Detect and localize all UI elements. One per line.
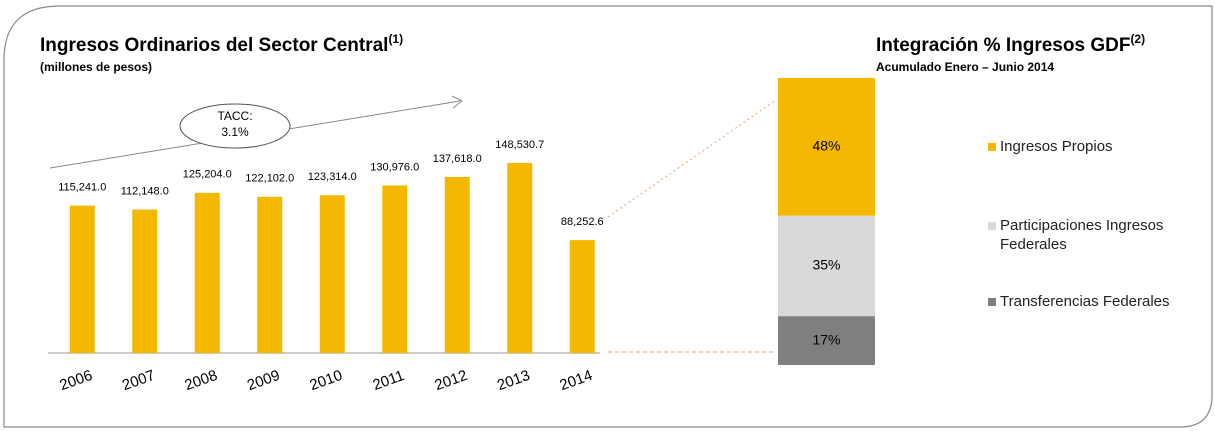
x-tick-label: 2011 — [371, 367, 407, 394]
bar — [507, 163, 533, 353]
chart-subtitle: (millones de pesos) — [40, 60, 152, 74]
data-label: 122,102.0 — [245, 173, 294, 185]
data-label: 112,148.0 — [121, 185, 169, 197]
data-label: 130,976.0 — [370, 161, 419, 173]
bar — [382, 185, 408, 353]
legend-entry: Participaciones Ingresos Federales — [988, 216, 1210, 254]
legend-swatch — [988, 222, 996, 230]
x-tick-label: 2012 — [432, 367, 469, 394]
legend-label: Participaciones Ingresos Federales — [1000, 217, 1164, 253]
annotation-bubble — [179, 103, 291, 149]
bar — [319, 195, 345, 353]
legend-swatch — [988, 143, 996, 151]
bar — [194, 192, 220, 353]
x-tick-label: 2013 — [495, 367, 532, 394]
connector — [607, 99, 777, 218]
legend-label: Ingresos Propios — [1000, 138, 1113, 155]
bar — [132, 209, 158, 353]
frame — [3, 5, 1213, 428]
data-label: 123,314.0 — [308, 171, 357, 183]
x-tick-label: 2008 — [182, 367, 219, 394]
x-tick-label: 2010 — [307, 367, 344, 394]
bar — [257, 196, 283, 353]
data-label: 48% — [812, 138, 840, 154]
bar-segment — [778, 215, 875, 317]
bar-segment — [778, 78, 875, 216]
bar — [569, 240, 595, 353]
legend-entry: Transferencias Federales — [988, 292, 1210, 311]
legend-label: Transferencias Federales — [1000, 293, 1170, 310]
x-tick-label: 2009 — [245, 367, 282, 394]
x-tick-label: 2014 — [557, 367, 594, 394]
x-tick-label: 2006 — [57, 367, 94, 394]
data-label: 35% — [812, 257, 840, 273]
data-label: 137,618.0 — [433, 153, 482, 165]
x-tick-label: 2007 — [120, 367, 157, 394]
bar — [69, 205, 95, 353]
annotation: 3.1% — [221, 125, 249, 139]
legend-entry: Ingresos Propios — [988, 137, 1210, 156]
data-label: 88,252.6 — [561, 216, 604, 228]
chart-subtitle: Acumulado Enero – Junio 2014 — [876, 60, 1054, 74]
chart-title: Ingresos Ordinarios del Sector Central(1… — [40, 32, 403, 56]
bar — [444, 176, 470, 353]
data-label: 17% — [812, 331, 840, 347]
bar-segment — [778, 316, 875, 365]
data-label: 148,530.7 — [495, 139, 544, 151]
data-label: 115,241.0 — [58, 181, 106, 193]
data-label: 125,204.0 — [183, 169, 232, 181]
chart-title: Integración % Ingresos GDF(2) — [876, 32, 1145, 56]
arrow-head — [451, 95, 463, 109]
legend-swatch — [988, 298, 996, 306]
annotation: TACC: — [217, 109, 252, 123]
